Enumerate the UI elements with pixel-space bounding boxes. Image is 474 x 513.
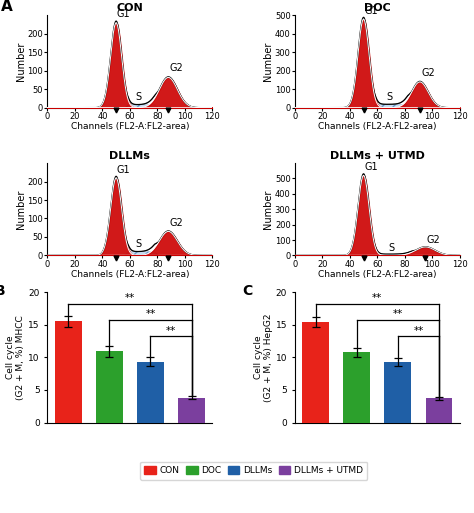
Text: G2: G2: [427, 235, 440, 245]
X-axis label: Channels (FL2-A:FL2-area): Channels (FL2-A:FL2-area): [71, 122, 189, 131]
Y-axis label: Cell cycle
(G2 + M, %) MHCC: Cell cycle (G2 + M, %) MHCC: [6, 315, 26, 400]
Text: A: A: [1, 0, 13, 14]
X-axis label: Channels (FL2-A:FL2-area): Channels (FL2-A:FL2-area): [318, 122, 437, 131]
Text: S: S: [388, 243, 394, 252]
Title: DOC: DOC: [364, 3, 391, 13]
Y-axis label: Number: Number: [264, 189, 273, 229]
Bar: [96, 351, 123, 423]
Text: G1: G1: [364, 162, 378, 172]
Text: **: **: [413, 326, 423, 336]
Bar: [302, 322, 329, 423]
Text: G1: G1: [117, 9, 130, 19]
X-axis label: Channels (FL2-A:FL2-area): Channels (FL2-A:FL2-area): [71, 270, 189, 279]
Text: G1: G1: [364, 6, 378, 15]
Bar: [426, 399, 452, 423]
Y-axis label: Number: Number: [16, 42, 26, 81]
Text: B: B: [0, 284, 5, 298]
Text: C: C: [242, 284, 252, 298]
Text: G2: G2: [421, 68, 435, 78]
Text: **: **: [393, 309, 403, 319]
Legend: CON, DOC, DLLMs, DLLMs + UTMD: CON, DOC, DLLMs, DLLMs + UTMD: [140, 462, 367, 480]
Text: G1: G1: [117, 165, 130, 175]
Bar: [178, 398, 205, 423]
Text: S: S: [136, 92, 142, 103]
Title: CON: CON: [117, 3, 143, 13]
X-axis label: Channels (FL2-A:FL2-area): Channels (FL2-A:FL2-area): [318, 270, 437, 279]
Text: **: **: [125, 293, 135, 303]
Y-axis label: Number: Number: [16, 189, 26, 229]
Text: **: **: [372, 293, 383, 303]
Text: **: **: [166, 326, 176, 336]
Text: G2: G2: [170, 218, 183, 228]
Bar: [384, 362, 411, 423]
Title: DLLMs + UTMD: DLLMs + UTMD: [330, 151, 425, 161]
Y-axis label: Cell cycle
(G2 + M, %) HepG2: Cell cycle (G2 + M, %) HepG2: [254, 313, 273, 402]
Text: S: S: [386, 92, 392, 102]
Text: S: S: [136, 239, 142, 249]
Bar: [137, 362, 164, 423]
Y-axis label: Number: Number: [264, 42, 273, 81]
Bar: [343, 352, 370, 423]
Title: DLLMs: DLLMs: [109, 151, 150, 161]
Bar: [55, 322, 82, 423]
Text: **: **: [146, 309, 155, 319]
Text: G2: G2: [170, 64, 183, 73]
